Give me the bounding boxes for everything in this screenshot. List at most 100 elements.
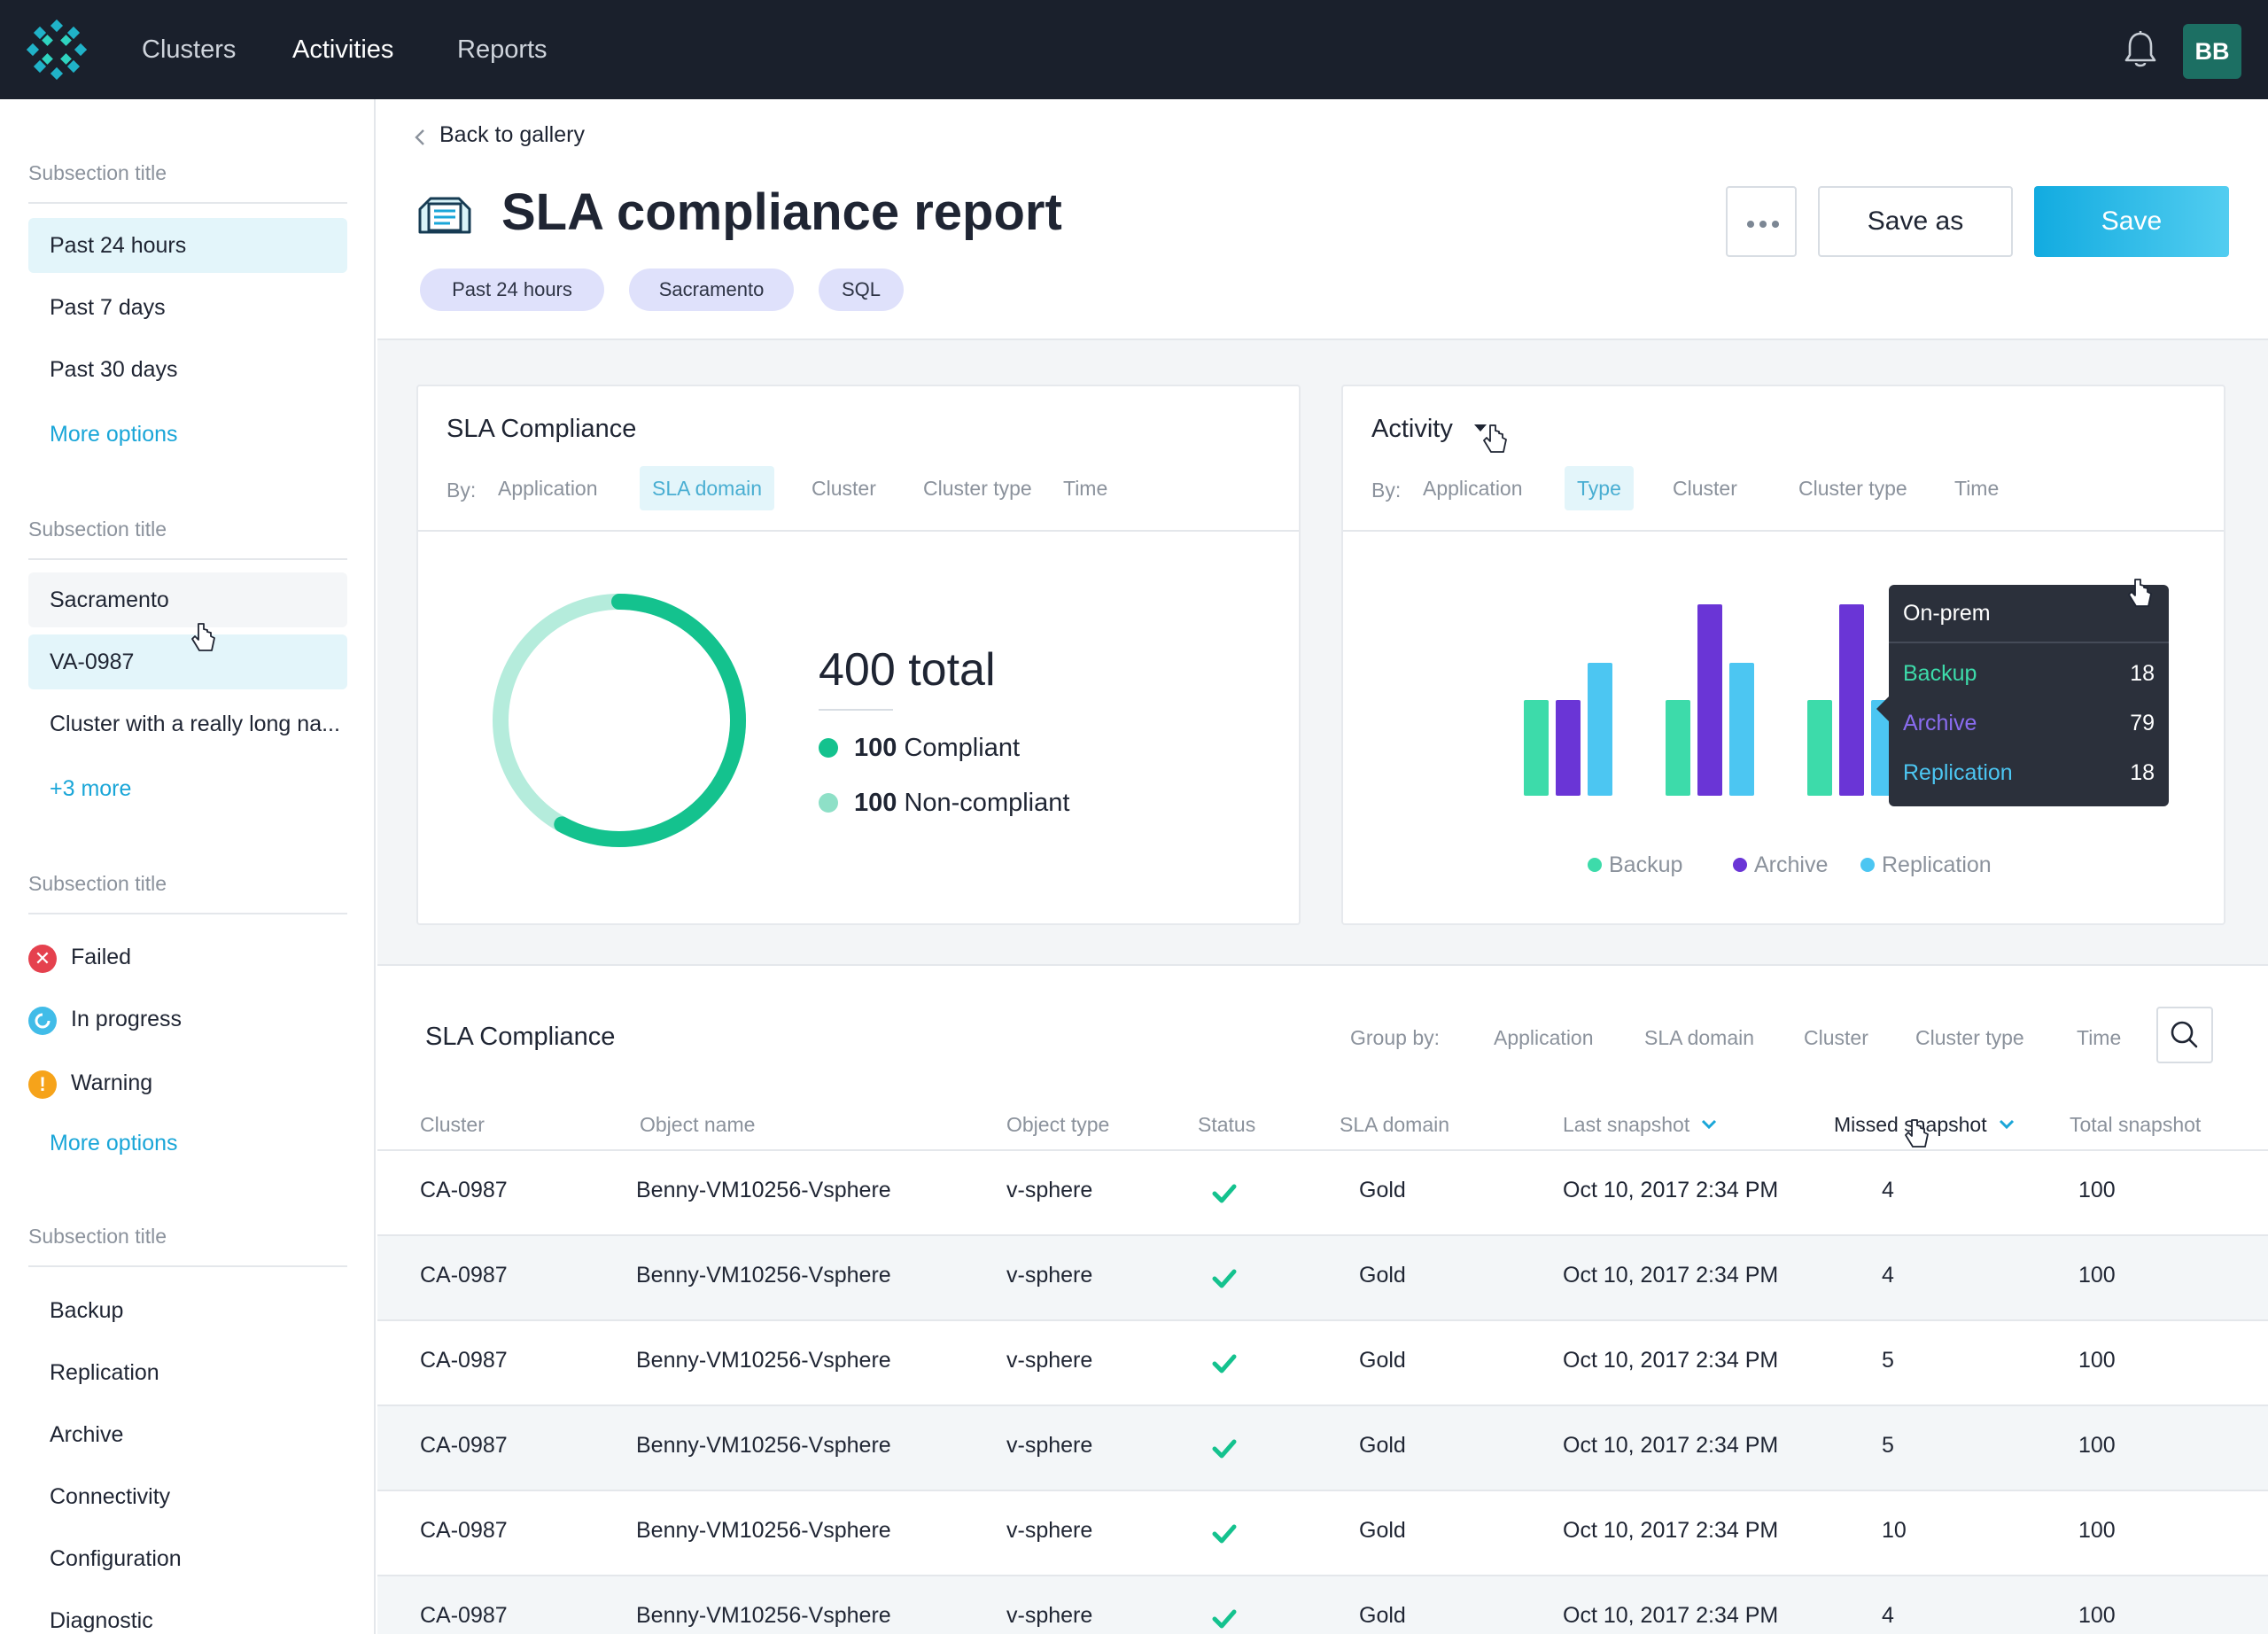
save-as-button[interactable]: Save as [1818, 186, 2013, 257]
caret-down-icon[interactable] [1472, 423, 1488, 433]
sidebar-item-archive[interactable]: Archive [50, 1422, 124, 1447]
more-options-link[interactable]: More options [50, 1131, 178, 1155]
more-actions-button[interactable] [1726, 186, 1797, 257]
card-title[interactable]: Activity [1371, 415, 1488, 444]
sidebar-item-diagnostic[interactable]: Diagnostic [50, 1608, 153, 1633]
page-title: SLA compliance report [501, 183, 1062, 241]
table-row[interactable]: CA-0987 Benny-VM10256-Vsphere v-sphere Gold… [377, 1491, 2268, 1576]
column-header-status[interactable]: Status [1198, 1113, 1256, 1136]
table-row[interactable]: CA-0987 Benny-VM10256-Vsphere v-sphere Gold… [377, 1576, 2268, 1634]
filter-chip-app[interactable]: SQL [819, 268, 904, 311]
bar-backup-3[interactable] [1807, 700, 1832, 796]
by-option-type[interactable]: Type [1565, 466, 1634, 510]
group-option-cluster[interactable]: Cluster [1804, 1026, 1868, 1049]
column-header-object-name[interactable]: Object name [640, 1113, 756, 1136]
filter-chip-location[interactable]: Sacramento [629, 268, 794, 311]
sidebar-item-past-7-days[interactable]: Past 7 days [50, 295, 166, 320]
total-count: 400 total [819, 644, 996, 696]
status-check-icon [1212, 1269, 1237, 1288]
sidebar-item-past-30-days[interactable]: Past 30 days [50, 357, 178, 382]
sidebar-item-replication[interactable]: Replication [50, 1360, 159, 1385]
table-row[interactable]: CA-0987 Benny-VM10256-Vsphere v-sphere Gold… [377, 1151, 2268, 1236]
cell-object-name: Benny-VM10256-Vsphere [636, 1263, 891, 1288]
exclamation-circle-icon: ! [28, 1070, 57, 1099]
cell-object-type: v-sphere [1006, 1603, 1093, 1628]
by-option-cluster[interactable]: Cluster [1673, 477, 1737, 500]
nav-activities[interactable]: Activities [292, 35, 394, 64]
column-header-object-type[interactable]: Object type [1006, 1113, 1110, 1136]
chevron-left-icon[interactable] [413, 127, 427, 148]
table-row[interactable]: CA-0987 Benny-VM10256-Vsphere v-sphere Gold… [377, 1236, 2268, 1321]
sidebar-item-backup[interactable]: Backup [50, 1298, 124, 1323]
bar-archive-3[interactable] [1839, 604, 1864, 796]
nav-clusters[interactable]: Clusters [142, 35, 237, 64]
column-header-missed-snapshot[interactable]: Missed snapshot [1834, 1113, 2016, 1137]
back-to-gallery-link[interactable]: Back to gallery [439, 122, 585, 147]
by-option-cluster-type[interactable]: Cluster type [1798, 477, 1907, 500]
sidebar-item-long-cluster[interactable]: Cluster with a really long na... [50, 712, 340, 736]
legend-label: Archive [1754, 852, 1829, 877]
table-row[interactable]: CA-0987 Benny-VM10256-Vsphere v-sphere Gold… [377, 1406, 2268, 1491]
bar-backup-1[interactable] [1524, 700, 1549, 796]
bar-archive-2[interactable] [1697, 604, 1722, 796]
status-label: Failed [71, 945, 132, 969]
sidebar-item-connectivity[interactable]: Connectivity [50, 1484, 171, 1509]
by-option-time[interactable]: Time [1954, 477, 2000, 500]
cell-total-snapshot: 100 [2078, 1433, 2116, 1458]
sidebar-item-past-24-hours[interactable]: Past 24 hours [28, 218, 347, 273]
sidebar-item-sacramento[interactable]: Sacramento [28, 572, 347, 627]
table-row[interactable]: CA-0987 Benny-VM10256-Vsphere v-sphere Gold… [377, 1321, 2268, 1406]
group-option-sla-domain[interactable]: SLA domain [1644, 1026, 1755, 1049]
table-search-button[interactable] [2156, 1007, 2213, 1063]
column-header-cluster[interactable]: Cluster [420, 1113, 485, 1136]
group-option-application[interactable]: Application [1494, 1026, 1594, 1049]
cell-last-snapshot: Oct 10, 2017 2:34 PM [1563, 1178, 1779, 1202]
divider [28, 913, 347, 914]
bar-backup-2[interactable] [1666, 700, 1690, 796]
divider [28, 1265, 347, 1267]
by-option-time[interactable]: Time [1063, 477, 1108, 500]
user-avatar[interactable]: BB [2183, 24, 2241, 79]
tooltip-row-backup: Backup 18 [1903, 661, 2155, 687]
status-label: In progress [71, 1007, 183, 1031]
notification-bell-icon[interactable] [2123, 30, 2158, 69]
chevron-down-icon[interactable] [1998, 1118, 2016, 1131]
by-option-cluster-type[interactable]: Cluster type [923, 477, 1032, 500]
status-check-icon [1212, 1524, 1237, 1544]
legend-dot [1860, 858, 1875, 872]
cell-sla-domain: Gold [1359, 1603, 1406, 1628]
subsection-title: Subsection title [28, 161, 167, 184]
more-clusters-link[interactable]: +3 more [50, 776, 132, 801]
logo-icon[interactable] [27, 19, 87, 80]
column-header-total-snapshot[interactable]: Total snapshot [2070, 1113, 2202, 1136]
x-circle-icon: ✕ [28, 945, 57, 973]
column-header-last-snapshot[interactable]: Last snapshot [1563, 1113, 1718, 1137]
column-header-sla-domain[interactable]: SLA domain [1340, 1113, 1450, 1136]
donut-compliant-arc [493, 594, 746, 847]
cell-object-name: Benny-VM10256-Vsphere [636, 1348, 891, 1373]
legend-dot [1733, 858, 1747, 872]
legend-dot [819, 738, 838, 758]
compliance-donut-chart [493, 594, 746, 847]
cell-object-type: v-sphere [1006, 1433, 1093, 1458]
by-option-sla-domain[interactable]: SLA domain [640, 466, 775, 510]
by-option-application[interactable]: Application [498, 477, 598, 500]
chevron-down-icon[interactable] [1700, 1118, 1718, 1131]
bar-replication-2[interactable] [1729, 663, 1754, 796]
bar-archive-1[interactable] [1556, 700, 1581, 796]
sidebar-item-configuration[interactable]: Configuration [50, 1546, 182, 1571]
more-options-link[interactable]: More options [50, 422, 178, 447]
filter-chip-time[interactable]: Past 24 hours [420, 268, 604, 311]
sidebar-item-va-0987[interactable]: VA-0987 [28, 634, 347, 689]
group-option-time[interactable]: Time [2077, 1026, 2122, 1049]
cell-cluster: CA-0987 [420, 1518, 508, 1543]
by-option-application[interactable]: Application [1423, 477, 1523, 500]
nav-reports[interactable]: Reports [457, 35, 548, 64]
group-option-cluster-type[interactable]: Cluster type [1915, 1026, 2024, 1049]
cell-cluster: CA-0987 [420, 1603, 508, 1628]
by-label: By: [1371, 479, 1402, 502]
by-option-cluster[interactable]: Cluster [812, 477, 876, 500]
bar-replication-1[interactable] [1588, 663, 1612, 796]
save-button[interactable]: Save [2034, 186, 2229, 257]
cell-last-snapshot: Oct 10, 2017 2:34 PM [1563, 1433, 1779, 1458]
